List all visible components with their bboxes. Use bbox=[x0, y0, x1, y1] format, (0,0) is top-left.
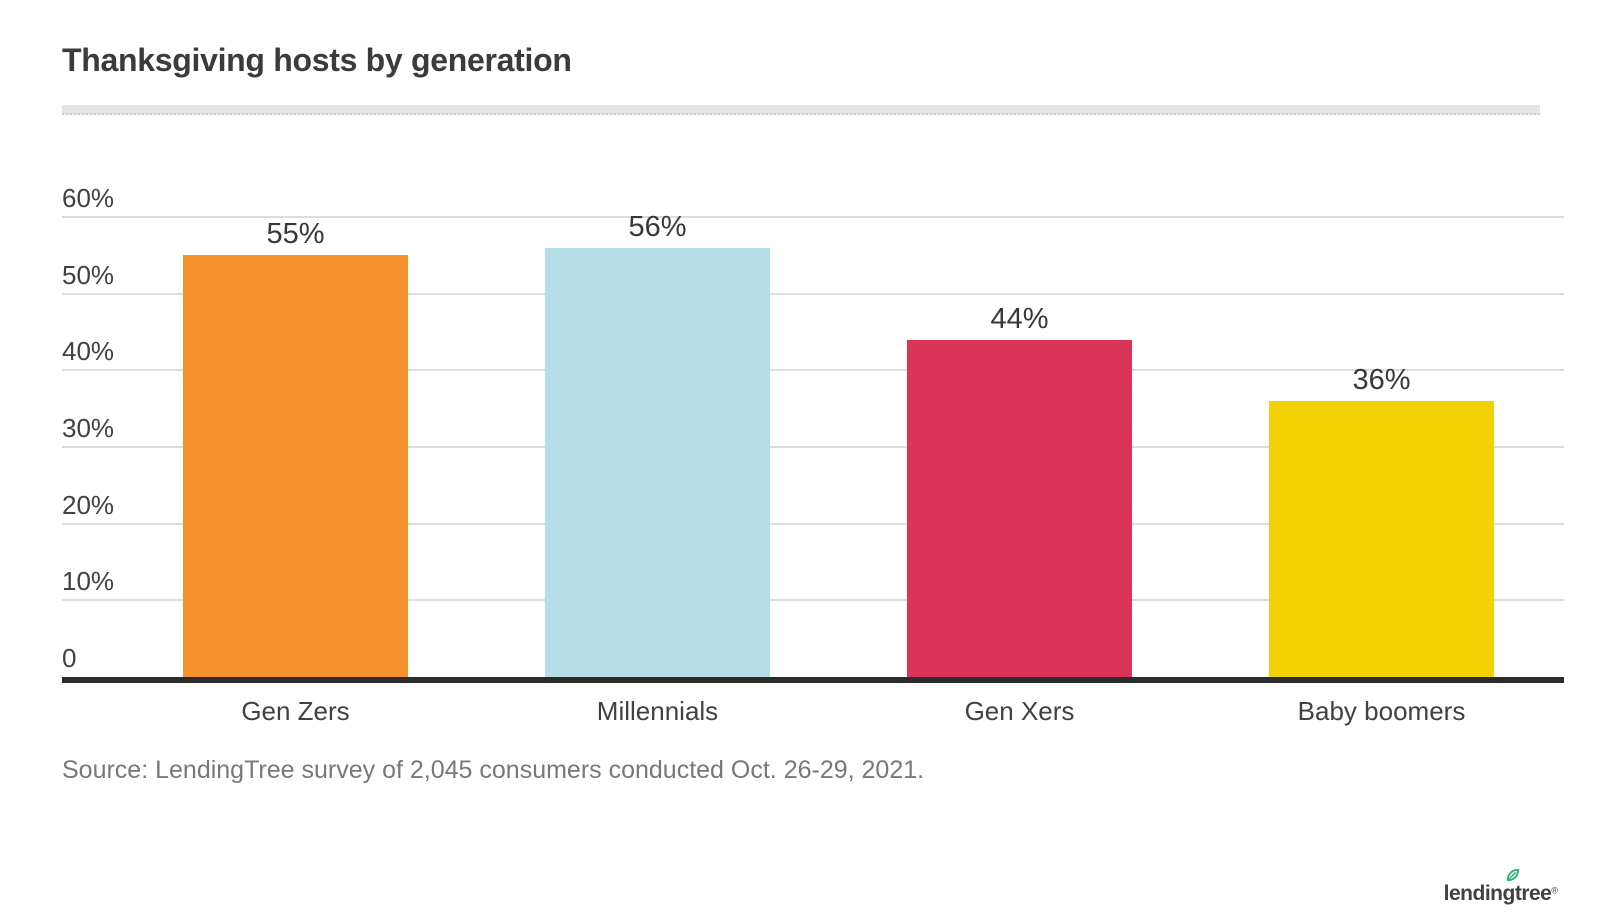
lendingtree-logo: lendingtree® bbox=[1443, 868, 1558, 905]
gridline-20 bbox=[62, 522, 1564, 525]
y-tick-label-20: 20% bbox=[62, 489, 115, 520]
bar-value-label: 44% bbox=[990, 302, 1049, 335]
y-tick-label-0: 0 bbox=[62, 643, 77, 673]
bar-chart: 60% 50% 40% 30% 20% 10% 0 55% 56% 44% 36% Gen Zers… bbox=[62, 183, 1564, 737]
bar-value-label: 55% bbox=[266, 218, 325, 251]
x-axis-line bbox=[62, 677, 1564, 683]
x-category-label: Millennials bbox=[596, 696, 719, 726]
x-category-label: Baby boomers bbox=[1297, 696, 1466, 726]
gridline-40 bbox=[62, 369, 1564, 372]
gridline-60 bbox=[62, 216, 1564, 218]
y-tick-label-40: 40% bbox=[62, 336, 115, 367]
leaf-icon bbox=[1507, 868, 1520, 882]
y-tick-label-50: 50% bbox=[62, 259, 115, 290]
y-tick-label-10: 10% bbox=[62, 566, 115, 597]
x-category-label: Gen Zers bbox=[241, 696, 350, 726]
logo-registered-mark: ® bbox=[1551, 885, 1558, 896]
bar-millennials bbox=[545, 247, 770, 677]
bar-value-label: 36% bbox=[1352, 364, 1411, 396]
bar-baby-boomers bbox=[1269, 401, 1494, 677]
plot-area: 60% 50% 40% 30% 20% 10% 0 55% 56% 44% 36% bbox=[62, 183, 1564, 677]
source-note: Source: LendingTree survey of 2,045 cons… bbox=[62, 756, 925, 784]
y-tick-label-30: 30% bbox=[62, 413, 115, 443]
gridline-10 bbox=[62, 599, 1564, 602]
bar-gen-zers bbox=[183, 255, 408, 677]
bar-value-label: 56% bbox=[628, 210, 687, 243]
x-axis-labels: Gen Zers Millennials Gen Xers Baby boomers bbox=[62, 695, 1564, 735]
logo-text: lendingtree bbox=[1443, 882, 1552, 905]
bar-gen-xers bbox=[907, 339, 1132, 677]
gridline-30 bbox=[62, 446, 1564, 448]
x-category-label: Gen Xers bbox=[964, 696, 1075, 726]
chart-title: Thanksgiving hosts by generation bbox=[62, 42, 572, 78]
title-divider bbox=[62, 105, 1540, 115]
gridline-50 bbox=[62, 292, 1564, 295]
y-tick-label-60: 60% bbox=[62, 183, 115, 213]
